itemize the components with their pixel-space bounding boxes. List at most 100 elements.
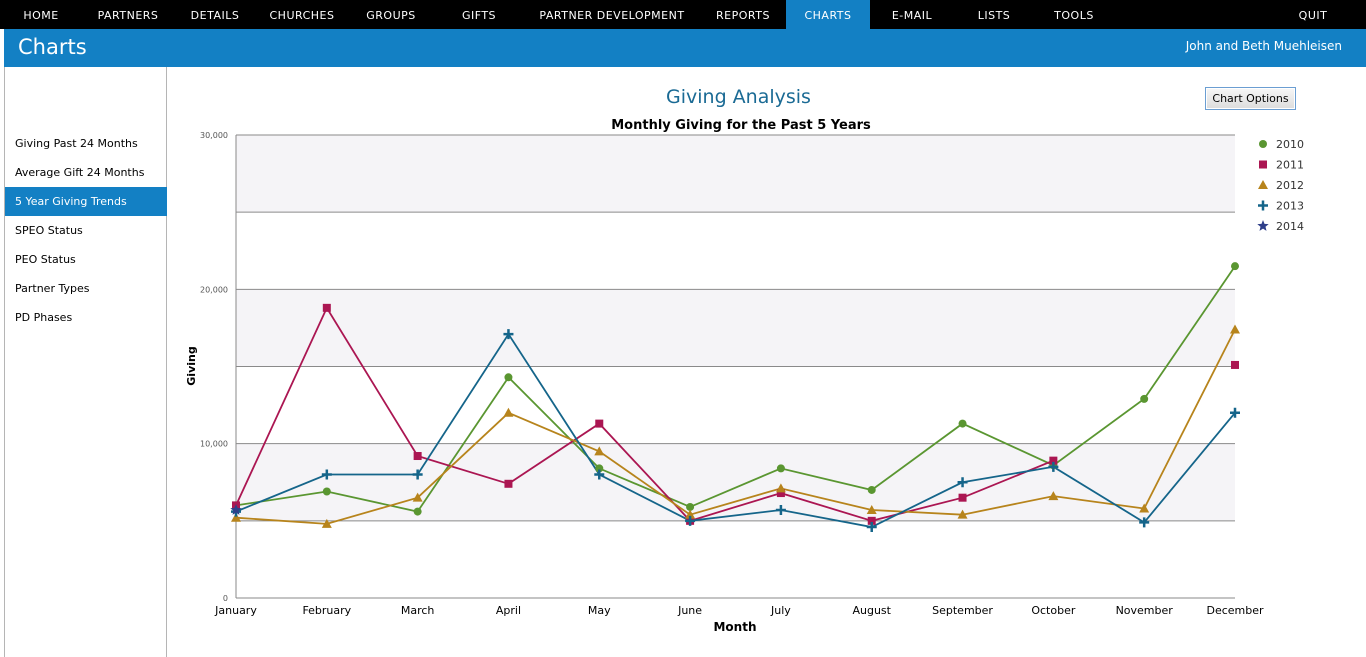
series-2010-point — [504, 373, 513, 382]
chart-heading: Giving Analysis — [666, 86, 811, 108]
nav-charts[interactable]: CHARTS — [786, 0, 870, 29]
series-2011-point — [504, 479, 513, 488]
nav-partner-development[interactable]: PARTNER DEVELOPMENT — [539, 9, 685, 22]
nav-tools[interactable]: TOOLS — [1054, 9, 1094, 22]
series-2013-point — [503, 329, 514, 340]
nav-quit[interactable]: QUIT — [1298, 9, 1328, 22]
nav-partners[interactable]: PARTNERS — [97, 9, 159, 22]
x-tick-label: April — [496, 604, 521, 617]
series-2013-point — [866, 522, 877, 533]
series-2011-point — [413, 452, 422, 461]
series-2010-point — [232, 501, 240, 510]
series-2010-point — [686, 502, 695, 511]
x-tick-label: January — [214, 604, 257, 617]
nav-gifts[interactable]: GIFTS — [461, 9, 497, 22]
series-2010-point — [1231, 262, 1239, 271]
sidebar-item-speo-status[interactable]: SPEO Status — [15, 224, 83, 237]
nav-reports[interactable]: REPORTS — [716, 9, 770, 22]
x-tick-label: August — [852, 604, 891, 617]
x-tick-label: February — [302, 604, 351, 617]
x-tick-label: November — [1116, 604, 1174, 617]
series-2013-point — [685, 515, 696, 526]
sidebar-item-partner-types[interactable]: Partner Types — [15, 282, 90, 295]
series-2010-point — [595, 464, 604, 473]
page-header: Charts John and Beth Muehleisen — [4, 29, 1366, 67]
series-2011-point — [776, 489, 785, 498]
series-2011-line — [236, 308, 1235, 521]
series-2011-point — [686, 516, 695, 525]
series-2010-point — [1049, 461, 1058, 470]
legend-marker-2014 — [1257, 220, 1269, 231]
series-2012-point — [412, 492, 423, 502]
nav-home[interactable]: HOME — [23, 9, 59, 22]
series-2013-point — [321, 469, 332, 480]
sidebar-item-pd-phases[interactable]: PD Phases — [15, 311, 73, 324]
series-2012-point — [1048, 491, 1059, 501]
series-2013-point — [1230, 407, 1240, 418]
page-title: Charts — [18, 35, 87, 59]
series-2010-point — [867, 485, 876, 494]
chart-title: Monthly Giving for the Past 5 Years — [611, 118, 871, 133]
sidebar-item-giving-past-24-months[interactable]: Giving Past 24 Months — [15, 137, 138, 150]
series-2013-point — [231, 506, 241, 517]
plot-band — [236, 289, 1235, 367]
legend-marker-2012 — [1258, 180, 1268, 189]
legend-label-2013: 2013 — [1276, 200, 1304, 213]
legend-label-2014: 2014 — [1276, 220, 1304, 233]
series-2013-line — [235, 332, 1236, 528]
y-tick-label: 0 — [223, 594, 228, 603]
legend-label-2010: 2010 — [1276, 138, 1304, 151]
x-axis-title: Month — [713, 620, 756, 634]
series-2013-point — [1048, 461, 1059, 472]
y-axis-title: Giving — [185, 346, 198, 385]
series-2010-point — [1140, 394, 1149, 403]
series-2011-point — [867, 516, 876, 525]
x-tick-label: July — [770, 604, 791, 617]
nav-groups[interactable]: GROUPS — [366, 9, 416, 22]
y-tick-label: 10,000 — [200, 440, 228, 449]
series-2010-point — [413, 507, 422, 516]
series-2010-line — [235, 265, 1236, 513]
x-tick-label: September — [932, 604, 993, 617]
series-2012-point — [594, 446, 605, 456]
x-tick-label: March — [401, 604, 435, 617]
series-2012-point — [1139, 503, 1150, 513]
series-2012-point — [231, 512, 241, 522]
y-tick-label: 20,000 — [200, 285, 228, 294]
legend-marker-2011 — [1259, 160, 1267, 169]
sidebar-item-5-year-giving-trends[interactable]: 5 Year Giving Trends — [5, 187, 167, 216]
nav-churches[interactable]: CHURCHES — [269, 9, 335, 22]
series-2010-point — [322, 487, 331, 496]
legend-marker-2010 — [1259, 140, 1267, 148]
plot-band — [236, 443, 1235, 521]
series-2013-point — [412, 469, 423, 480]
legend-label-2012: 2012 — [1276, 179, 1304, 192]
y-tick-label: 30,000 — [200, 131, 228, 140]
series-2011-point — [1231, 360, 1239, 369]
sidebar-item-peo-status[interactable]: PEO Status — [15, 253, 76, 266]
series-2013-point — [594, 469, 605, 480]
series-2013-point — [775, 505, 786, 516]
plot-band — [236, 135, 1235, 213]
sidebar: Giving Past 24 Months Average Gift 24 Mo… — [4, 67, 167, 657]
user-name: John and Beth Muehleisen — [1185, 39, 1342, 53]
series-2012-point — [866, 505, 877, 515]
series-2012-point — [321, 518, 332, 528]
nav-details[interactable]: DETAILS — [190, 9, 240, 22]
x-tick-label: October — [1031, 604, 1075, 617]
sidebar-item-average-gift-24-months[interactable]: Average Gift 24 Months — [15, 166, 145, 179]
legend-marker-2013 — [1258, 200, 1268, 211]
x-tick-label: May — [588, 604, 611, 617]
series-2011-point — [322, 303, 331, 312]
series-2011-point — [958, 493, 967, 502]
chart-options-button[interactable]: Chart Options — [1205, 87, 1296, 110]
series-2012-point — [685, 509, 696, 519]
nav-lists[interactable]: LISTS — [977, 9, 1011, 22]
series-2011-point — [232, 501, 240, 510]
series-2011-point — [1049, 456, 1058, 465]
series-2012-point — [957, 509, 968, 519]
x-tick-label: June — [677, 604, 702, 617]
series-2012-point — [775, 483, 786, 493]
nav-email[interactable]: E-MAIL — [891, 9, 933, 22]
series-2010-point — [958, 419, 967, 428]
